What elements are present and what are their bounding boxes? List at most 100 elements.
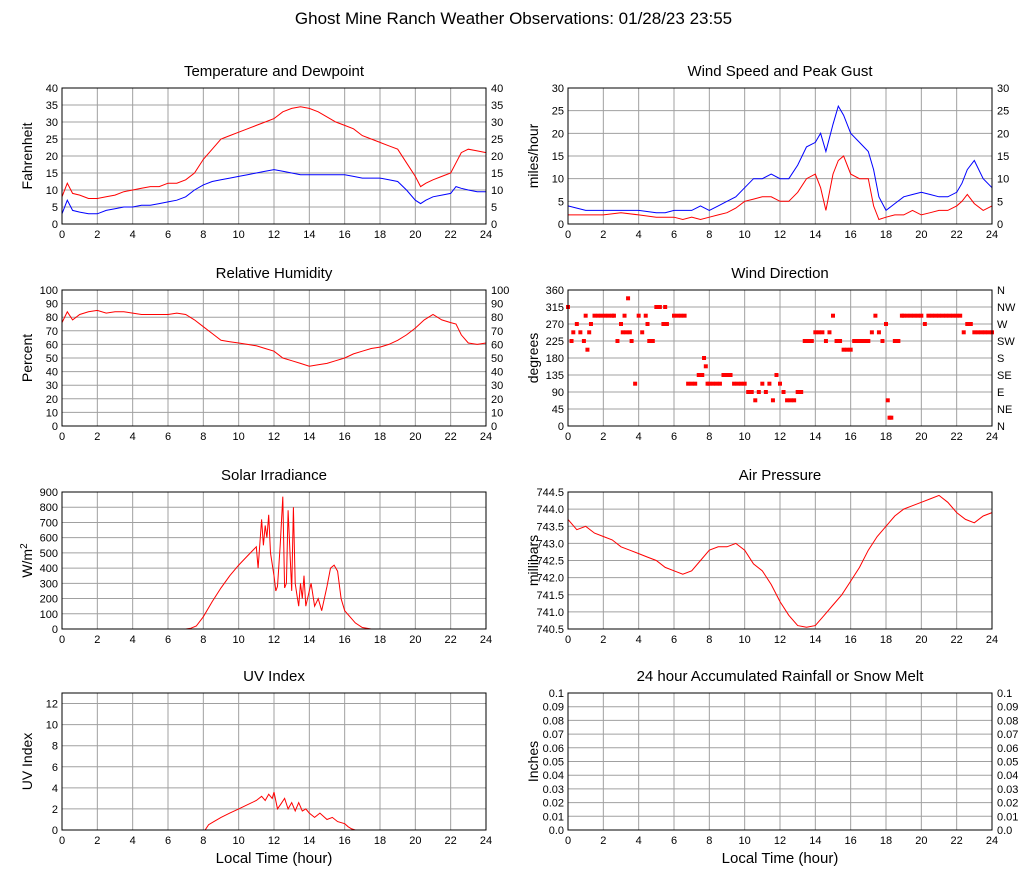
direction-point: [603, 313, 608, 318]
x-tick-label: 10: [739, 431, 751, 443]
direction-point: [795, 390, 800, 394]
direction-point: [654, 305, 659, 309]
x-tick-label: 22: [951, 634, 963, 646]
x-tick-label: 18: [880, 634, 892, 646]
direction-point: [958, 313, 963, 318]
y-tick-label-right: SW: [997, 336, 1015, 348]
direction-point: [606, 313, 611, 318]
y-tick-label-right: N: [997, 421, 1005, 433]
direction-point: [574, 322, 579, 326]
y-tick-label-right: 20: [997, 128, 1009, 140]
plot-frame: [61, 491, 487, 630]
x-tick-label: 10: [233, 835, 245, 847]
x-tick-label: 0: [59, 431, 65, 443]
y-tick-label: 15: [552, 151, 564, 163]
x-tick-label: 10: [233, 634, 245, 646]
y-tick-label: 0.09: [543, 702, 564, 714]
x-tick-label: 20: [409, 835, 421, 847]
x-tick-label: 8: [706, 431, 712, 443]
y-tick-label: 0.07: [543, 729, 564, 741]
x-tick-label: 14: [303, 431, 315, 443]
series-line: [61, 106, 487, 199]
direction-point: [622, 313, 627, 318]
direction-point: [922, 322, 927, 326]
chart-title: Wind Speed and Peak Gust: [687, 63, 873, 80]
x-tick-label: 24: [480, 634, 492, 646]
y-tick-label: 40: [46, 83, 58, 95]
direction-point: [926, 313, 931, 318]
y-tick-label: 12: [46, 699, 58, 711]
direction-point: [885, 398, 890, 403]
direction-point: [619, 322, 623, 326]
x-tick-label: 22: [445, 634, 457, 646]
x-tick-label: 22: [445, 835, 457, 847]
y-tick-label: 20: [552, 128, 564, 140]
page-title: Ghost Mine Ranch Weather Observations: 0…: [294, 9, 733, 28]
x-tick-label: 4: [636, 634, 642, 646]
y-tick-label: 5: [52, 202, 58, 214]
y-tick-label: 742.5: [536, 556, 564, 568]
series-line: [567, 104, 993, 214]
x-tick-label: 8: [706, 229, 712, 241]
x-tick-label: 12: [268, 431, 280, 443]
x-tick-label: 22: [951, 229, 963, 241]
direction-point: [645, 322, 650, 326]
x-tick-label: 12: [774, 229, 786, 241]
y-tick-label: 0: [52, 421, 58, 433]
direction-point: [735, 381, 740, 386]
x-tick-label: 2: [600, 634, 606, 646]
y-tick-label: 741.5: [536, 590, 564, 602]
plot-frame: [567, 87, 993, 225]
y-tick-label-right: 10: [491, 185, 503, 197]
x-tick-label: 2: [600, 835, 606, 847]
direction-point: [816, 330, 821, 335]
chart-title: Wind Direction: [731, 265, 829, 282]
y-tick-label-right: 15: [491, 168, 503, 180]
x-tick-label: 6: [165, 835, 171, 847]
direction-point: [986, 330, 991, 335]
direction-point: [732, 381, 737, 386]
x-tick-label: 16: [845, 431, 857, 443]
pressure-chart: 0 2 4 6 8 10 12 14 16 18 20 22 24740.5741.0741.5742.…: [525, 467, 998, 646]
x-tick-label: 16: [339, 431, 351, 443]
direction-point: [880, 339, 885, 343]
direction-point: [788, 398, 793, 403]
y-tick-label-right: 40: [491, 367, 503, 379]
x-tick-label: 8: [200, 634, 206, 646]
y-tick-label-right: 30: [491, 380, 503, 392]
x-tick-label: 6: [671, 229, 677, 241]
y-tick-label: 30: [46, 380, 58, 392]
direction-point: [802, 339, 807, 343]
direction-point: [841, 347, 846, 352]
y-tick-label-right: 80: [491, 312, 503, 324]
y-tick-label: 45: [552, 404, 564, 416]
y-tick-label-right: 0.05: [997, 757, 1018, 769]
x-tick-label: 24: [986, 634, 998, 646]
x-tick-label: 12: [774, 431, 786, 443]
direction-point: [838, 339, 843, 343]
x-tick-label: 18: [880, 835, 892, 847]
solar-chart: 0 2 4 6 8 10 12 14 16 18 20 22 240100200300400500600…: [19, 467, 492, 646]
y-tick-label: 80: [46, 312, 58, 324]
direction-point: [746, 390, 751, 394]
x-tick-label: 20: [915, 634, 927, 646]
direction-point: [968, 322, 973, 326]
direction-point: [693, 381, 698, 386]
y-tick-label-right: 90: [491, 299, 503, 311]
direction-point: [657, 305, 662, 309]
y-tick-label-right: 0.1: [997, 688, 1012, 700]
y-tick-label-right: 100: [491, 285, 509, 297]
series-line: [62, 791, 486, 831]
direction-point: [710, 381, 715, 386]
direction-point: [640, 330, 645, 335]
x-tick-label: 18: [374, 835, 386, 847]
direction-point: [689, 381, 694, 386]
x-tick-label: 6: [671, 634, 677, 646]
x-tick-label: 10: [739, 634, 751, 646]
direction-point: [569, 339, 574, 343]
direction-point: [585, 347, 590, 352]
direction-point: [785, 398, 790, 403]
x-tick-label: 2: [94, 835, 100, 847]
x-tick-label: 14: [809, 634, 821, 646]
